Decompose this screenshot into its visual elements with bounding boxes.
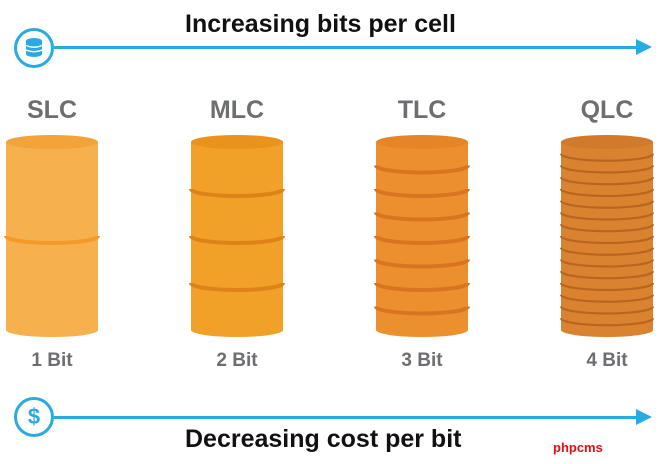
dollar-icon: $: [27, 404, 41, 429]
cylinder-body: [6, 142, 98, 337]
layer-separator: [559, 270, 655, 280]
cell-stack-tlc: [374, 135, 470, 337]
layer-separator: [374, 235, 470, 245]
layer-separator: [189, 282, 285, 292]
layer-separator: [559, 212, 655, 221]
layer-separator: [374, 282, 470, 292]
top-heading: Increasing bits per cell: [185, 10, 456, 38]
layer-separator: [559, 282, 655, 292]
cell-stack-qlc: [559, 135, 655, 337]
bottom-heading: Decreasing cost per bit: [185, 425, 462, 453]
bits-label-slc: 1 Bit: [31, 350, 73, 371]
bits-label-tlc: 3 Bit: [401, 350, 443, 371]
cell-type-label-mlc: MLC: [209, 96, 265, 124]
cylinder-top: [561, 135, 653, 149]
layer-separator: [374, 305, 470, 316]
layer-separator: [559, 153, 655, 162]
layer-separator: [559, 176, 655, 186]
layer-separator: [559, 235, 655, 245]
layer-separator: [189, 188, 285, 198]
layer-separator: [559, 165, 655, 174]
layer-separator: [374, 188, 470, 198]
layer-separator: [559, 223, 655, 233]
layer-separator: [374, 258, 470, 269]
layer-separator: [559, 247, 655, 256]
cylinder-top: [191, 135, 283, 149]
layer-separator: [374, 164, 470, 175]
layer-separator: [559, 294, 655, 303]
layer-separator: [559, 188, 655, 198]
watermark: phpcms: [553, 440, 603, 455]
cell-stack-mlc: [189, 135, 285, 337]
bits-label-mlc: 2 Bit: [216, 350, 258, 371]
layer-separator: [559, 306, 655, 315]
cell-stack-slc: [4, 135, 100, 337]
cell-type-label-slc: SLC: [27, 96, 77, 124]
database-icon-circle: [14, 28, 54, 68]
dollar-icon-circle: $: [14, 397, 54, 437]
cell-type-label-tlc: TLC: [397, 96, 447, 124]
cell-type-label-qlc: QLC: [580, 96, 634, 124]
layer-separator: [559, 259, 655, 268]
layer-separator: [559, 317, 655, 327]
layer-separator: [374, 211, 470, 222]
bits-label-qlc: 4 Bit: [586, 350, 628, 371]
database-icon: [25, 38, 43, 57]
cylinder-top: [6, 135, 98, 149]
cylinder-top: [376, 135, 468, 149]
layer-separator: [559, 200, 655, 209]
layer-separator: [4, 235, 100, 245]
top-arrow-line: [54, 46, 638, 49]
bottom-arrow-line: [54, 416, 638, 419]
layer-separator: [189, 235, 285, 245]
bottom-arrow-head: [636, 409, 652, 425]
top-arrow-head: [636, 39, 652, 55]
